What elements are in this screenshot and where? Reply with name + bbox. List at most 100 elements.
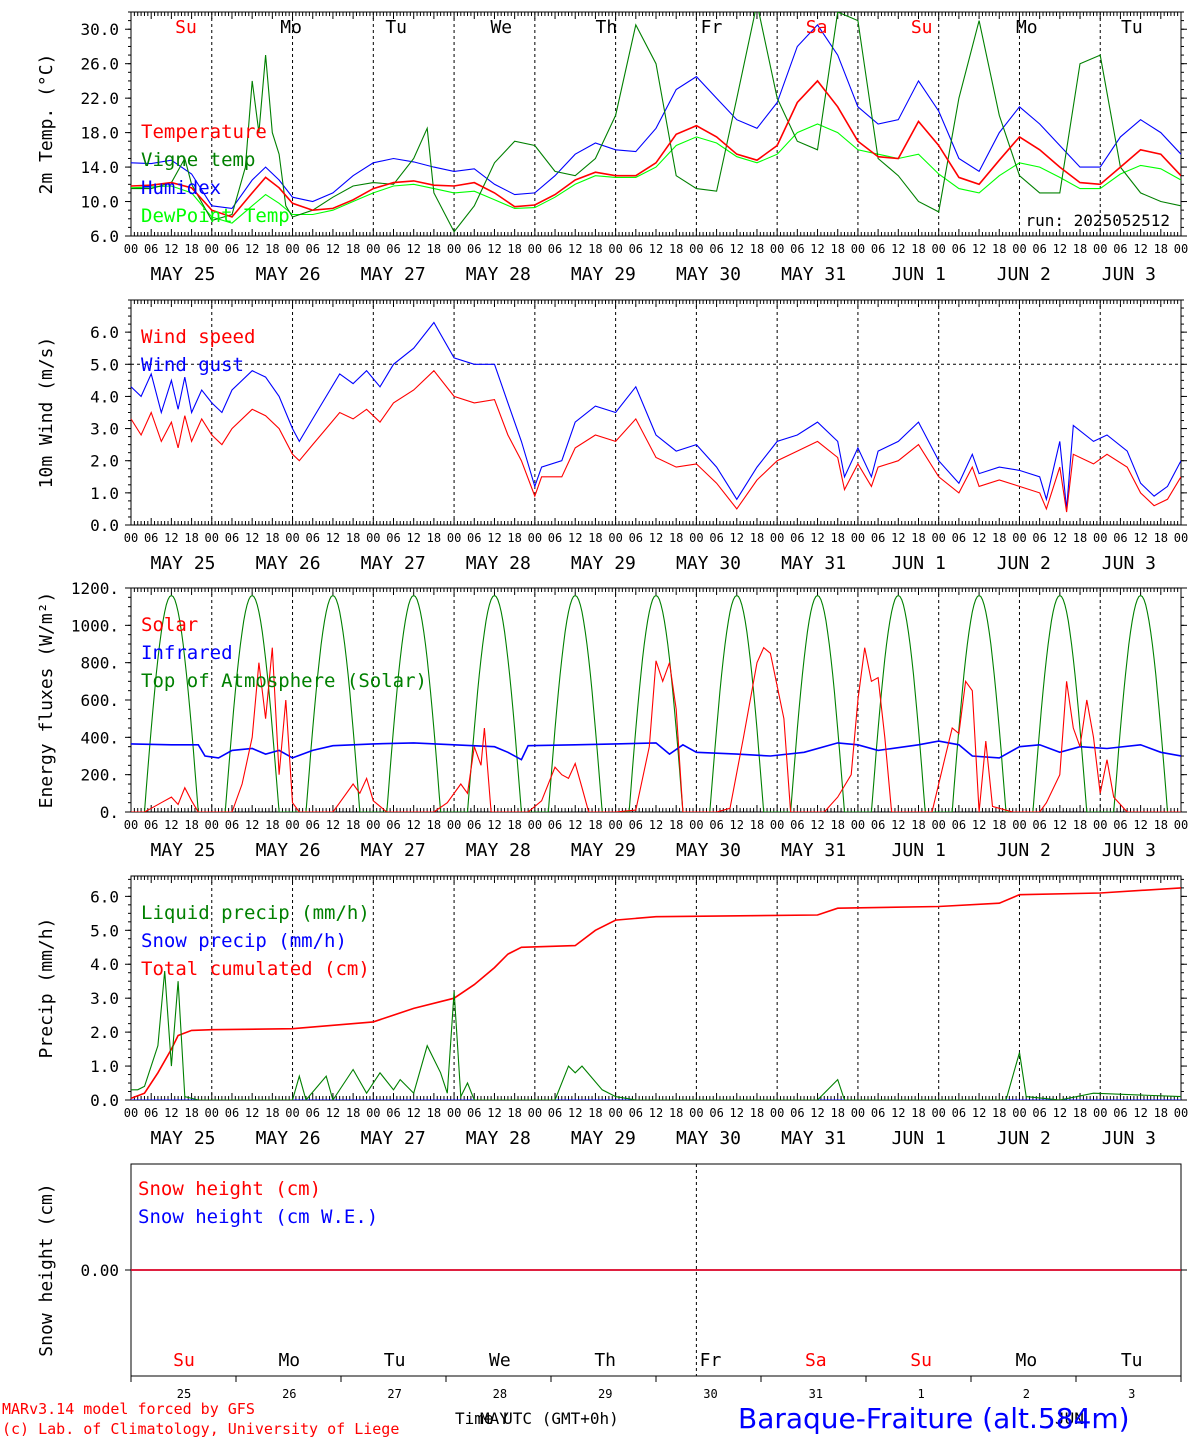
- hour-label: 18: [992, 531, 1006, 545]
- hour-label: 12: [810, 818, 824, 832]
- hour-label: 00: [1093, 242, 1107, 256]
- hour-label: 12: [1133, 531, 1147, 545]
- y-axis-label: Snow height (cm): [36, 1183, 57, 1356]
- y-tick-label: 0.: [100, 803, 119, 822]
- hour-label: 12: [164, 818, 178, 832]
- hour-label: 12: [326, 1106, 340, 1120]
- hour-label: 06: [709, 818, 723, 832]
- day-name: Mo: [1016, 17, 1038, 38]
- day-number: 31: [809, 1387, 823, 1401]
- date-label: MAY 26: [256, 1128, 321, 1149]
- hour-label: 00: [770, 242, 784, 256]
- hour-label: 00: [205, 1106, 219, 1120]
- hour-label: 06: [306, 1106, 320, 1120]
- y-tick-label: 30.0: [80, 20, 119, 39]
- hour-label: 06: [1032, 242, 1046, 256]
- hour-label: 06: [1113, 818, 1127, 832]
- hour-label: 00: [851, 531, 865, 545]
- date-label: MAY 25: [150, 264, 215, 285]
- hour-label: 12: [164, 531, 178, 545]
- hour-label: 06: [629, 818, 643, 832]
- date-label: MAY 30: [676, 264, 741, 285]
- hour-label: 18: [1073, 531, 1087, 545]
- hour-label: 06: [548, 531, 562, 545]
- day-name: Su: [175, 17, 197, 38]
- hour-label: 18: [588, 818, 602, 832]
- hour-label: 18: [1073, 1106, 1087, 1120]
- hour-label: 06: [790, 1106, 804, 1120]
- y-tick-label: 2.0: [90, 1023, 119, 1042]
- hour-label: 18: [184, 531, 198, 545]
- run-label: run: 2025052512: [1026, 211, 1171, 230]
- hour-label: 12: [1133, 242, 1147, 256]
- hour-label: 06: [790, 531, 804, 545]
- hour-label: 06: [952, 242, 966, 256]
- date-label: MAY 28: [466, 1128, 531, 1149]
- date-label: MAY 30: [676, 840, 741, 861]
- hour-label: 06: [144, 531, 158, 545]
- day-name: Mo: [280, 17, 302, 38]
- hour-label: 18: [911, 531, 925, 545]
- hour-label: 12: [568, 1106, 582, 1120]
- date-label: JUN 1: [892, 840, 946, 861]
- hour-label: 18: [346, 242, 360, 256]
- series-line-infrared: [131, 740, 1181, 761]
- hour-label: 18: [669, 531, 683, 545]
- hour-label: 12: [245, 531, 259, 545]
- date-label: JUN 1: [892, 553, 946, 574]
- hour-label: 06: [1113, 531, 1127, 545]
- hour-label: 18: [992, 242, 1006, 256]
- hour-label: 00: [1093, 818, 1107, 832]
- hour-label: 00: [1093, 1106, 1107, 1120]
- hour-label: 00: [285, 531, 299, 545]
- date-label: MAY 27: [361, 553, 426, 574]
- y-axis-label: Precip (mm/h): [36, 918, 57, 1059]
- day-name: Th: [594, 1350, 616, 1371]
- series-line-solar: [131, 646, 1181, 812]
- hour-label: 12: [245, 242, 259, 256]
- date-label: JUN 3: [1102, 553, 1156, 574]
- day-name: Tu: [385, 17, 407, 38]
- series-line-liquid-precip-mm-h: [131, 970, 1181, 1100]
- hour-label: 00: [770, 531, 784, 545]
- hour-label: 18: [831, 531, 845, 545]
- y-tick-label: 3.0: [90, 420, 119, 439]
- lab-credit: (c) Lab. of Climatology, University of L…: [2, 1420, 399, 1438]
- series-line-wind-speed: [131, 369, 1181, 513]
- y-tick-label: 0.0: [90, 1091, 119, 1110]
- hour-label: 12: [810, 531, 824, 545]
- hour-label: 12: [326, 818, 340, 832]
- legend-entry: Temperature: [141, 121, 267, 143]
- hour-label: 12: [810, 1106, 824, 1120]
- hour-label: 18: [265, 242, 279, 256]
- hour-label: 18: [911, 1106, 925, 1120]
- day-number: 2: [1023, 1387, 1030, 1401]
- date-label: MAY 26: [256, 840, 321, 861]
- hour-label: 18: [507, 818, 521, 832]
- date-label: MAY 30: [676, 553, 741, 574]
- hour-label: 00: [124, 531, 138, 545]
- hour-label: 00: [608, 818, 622, 832]
- hour-label: 06: [1032, 1106, 1046, 1120]
- hour-label: 18: [750, 818, 764, 832]
- hour-label: 00: [931, 242, 945, 256]
- hour-label: 06: [548, 1106, 562, 1120]
- hour-label: 00: [608, 531, 622, 545]
- station-title: Baraque-Fraiture (alt.584m): [738, 1402, 1130, 1435]
- legend-entry: Solar: [141, 614, 198, 636]
- hour-label: 00: [447, 818, 461, 832]
- date-label: JUN 1: [892, 1128, 946, 1149]
- hour-label: 18: [507, 531, 521, 545]
- hour-label: 06: [386, 242, 400, 256]
- hour-label: 06: [1113, 1106, 1127, 1120]
- hour-label: 06: [871, 531, 885, 545]
- hour-label: 06: [871, 818, 885, 832]
- hour-label: 06: [871, 1106, 885, 1120]
- hour-label: 12: [487, 1106, 501, 1120]
- hour-label: 18: [669, 818, 683, 832]
- hour-label: 00: [931, 1106, 945, 1120]
- hour-label: 18: [588, 1106, 602, 1120]
- hour-label: 18: [1154, 242, 1168, 256]
- hour-label: 12: [649, 1106, 663, 1120]
- hour-label: 12: [649, 531, 663, 545]
